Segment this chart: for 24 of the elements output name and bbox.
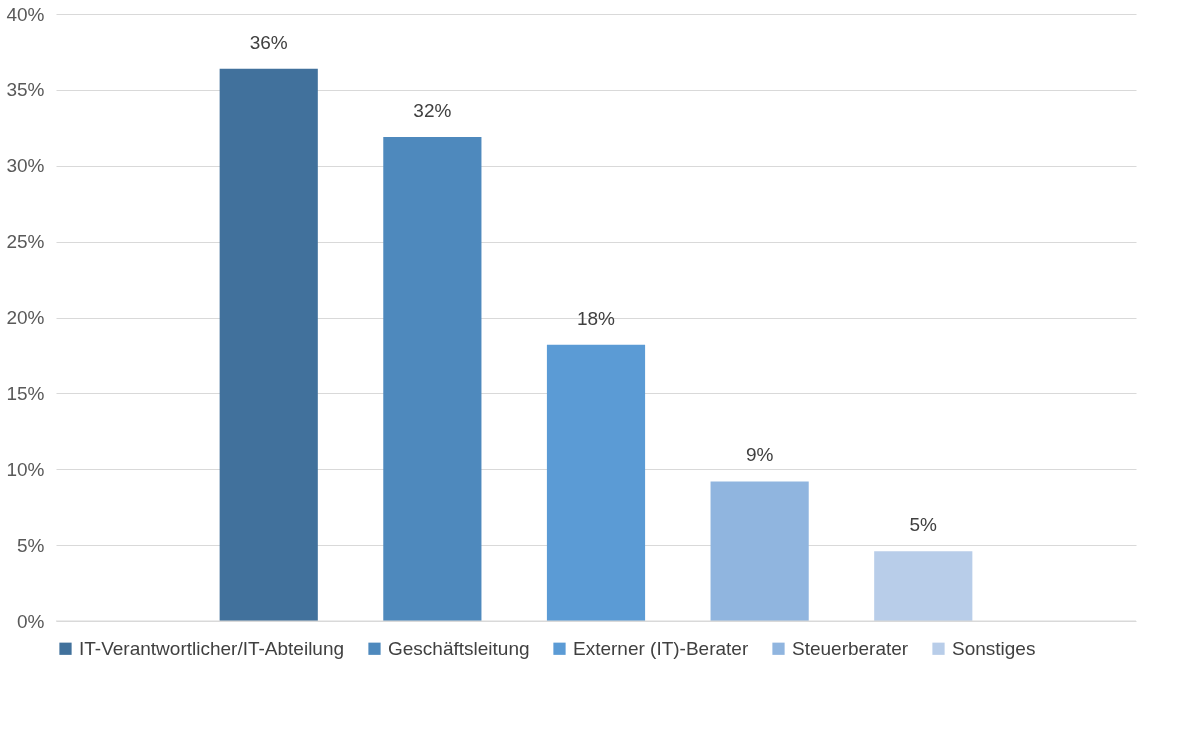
y-tick-label: 20% [6, 307, 45, 328]
bar [219, 68, 318, 621]
y-tick-label: 5% [17, 534, 45, 556]
legend-label: Geschäftsleitung [388, 637, 530, 659]
legend-label: IT-Verantwortlicher/IT-Abteilung [79, 637, 345, 659]
data-label: 5% [909, 514, 938, 536]
data-label: 32% [413, 99, 452, 121]
bar [874, 551, 973, 621]
y-tick-label: 15% [6, 382, 45, 404]
legend-label: Sonstiges [952, 637, 1036, 659]
bar [710, 481, 809, 621]
bar [546, 344, 646, 621]
legend-label: Externer (IT)-Berater [573, 637, 749, 659]
y-tick-label: 35% [6, 79, 45, 101]
y-tick-label: 0% [17, 610, 45, 632]
y-tick-label: 10% [6, 458, 45, 480]
bar [383, 136, 482, 621]
y-tick-label: 25% [6, 231, 45, 253]
y-tick-label: 40% [6, 3, 45, 25]
data-label: 36% [249, 31, 288, 53]
data-label: 9% [745, 444, 774, 466]
y-tick-label: 30% [6, 155, 45, 177]
data-label: 18% [576, 307, 616, 329]
legend-label: Steuerberater [792, 637, 909, 659]
